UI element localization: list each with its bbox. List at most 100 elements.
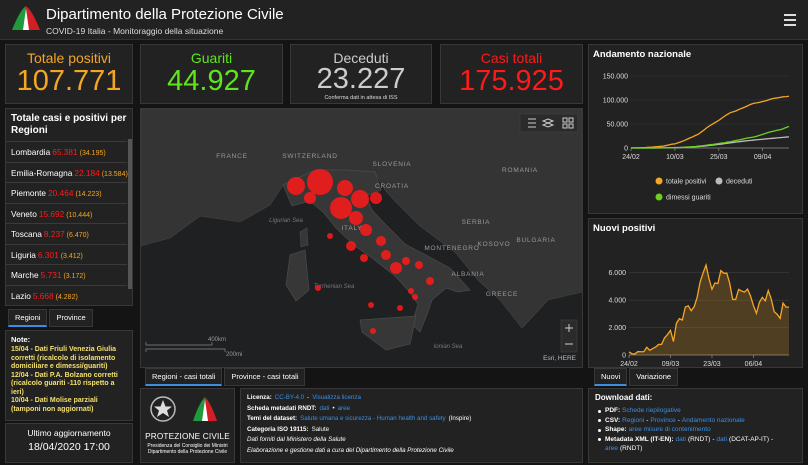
info-line: Scheda metadati RNDT: dati • aree — [241, 404, 582, 415]
info-line: Elaborazione e gestione dati a cura del … — [241, 446, 582, 457]
notes-panel: Note: 15/04 - Dati Friuli Venezia Giulia… — [5, 330, 133, 421]
text: Elaborazione e gestione dati a cura del … — [247, 446, 454, 454]
update-label: Ultimo aggiornamento — [27, 428, 111, 438]
text: PDF: — [605, 407, 621, 414]
region-row[interactable]: Liguria 6.301 (3.412) — [6, 243, 127, 265]
chart-tabs: Nuovi Variazione — [594, 368, 680, 386]
tab[interactable]: Variazione — [629, 368, 679, 386]
update-panel: Ultimo aggiornamento 18/04/2020 17:00 — [5, 423, 133, 463]
info-line: Shape: aree misure di contenimento — [589, 425, 802, 435]
logo-line: Presidenza del Consiglio dei Ministri — [147, 443, 228, 449]
kpi-guariti: Guariti 44.927 — [140, 44, 283, 104]
region-name: Lombardia — [11, 147, 51, 157]
link[interactable]: dati — [675, 435, 686, 443]
map-panel: FRANCE SWITZERLAND SLOVENIA CROATIA ROMANIA I… — [140, 108, 583, 368]
text: CSV: — [605, 416, 621, 424]
map-label: KOSOVO — [478, 241, 511, 248]
map-toolbar[interactable] — [519, 113, 579, 133]
link[interactable]: Visualizza licenza — [312, 394, 361, 401]
region-total: 20.464 — [48, 188, 74, 198]
y-tick-label: 2.000 — [608, 325, 626, 332]
map[interactable]: FRANCE SWITZERLAND SLOVENIA CROATIA ROMANIA I… — [141, 109, 582, 367]
tab[interactable]: Regioni - casi totali — [145, 368, 223, 386]
logo-emblems — [150, 396, 217, 422]
regions-list: Lombardia 65.381 (34.195) Emilia-Romagna 22.… — [6, 141, 128, 306]
x-tick-label: 09/03 — [662, 361, 680, 367]
link[interactable]: aree — [337, 404, 350, 412]
y-tick-label: 50.000 — [607, 122, 629, 129]
region-row[interactable]: Emilia-Romagna 22.184 (13.584) — [6, 161, 128, 183]
info-line: Categoria ISO 19115: Salute — [241, 425, 582, 436]
region-row[interactable]: Lazio 5.668 (4.282) — [6, 284, 127, 306]
info-line: CSV: Regioni - Province - Andamento nazionale — [589, 416, 802, 426]
x-tick-label: 10/03 — [666, 154, 684, 161]
text: (DCAT-AP-IT) — [729, 435, 769, 443]
link[interactable]: Schede riepilogative — [622, 407, 681, 414]
region-total: 6.301 — [37, 249, 59, 260]
link[interactable]: Regioni — [622, 416, 645, 424]
map-label: Tyrrhenian Sea — [314, 284, 355, 290]
region-name: Piemonte — [11, 188, 47, 198]
text: - — [771, 435, 774, 443]
note: 15/04 - Dati Friuli Venezia Giulia corre… — [11, 346, 117, 370]
menu-button[interactable] — [784, 14, 798, 26]
link[interactable]: Andamento nazionale — [681, 416, 745, 424]
region-row[interactable]: Marche 5.731 (3.172) — [6, 264, 127, 285]
scrollbar[interactable] — [128, 139, 132, 289]
map-scale: 200mi — [226, 352, 242, 358]
legend-marker — [715, 177, 723, 185]
header: Dipartimento della Protezione Civile COV… — [0, 0, 808, 40]
notes-list: 15/04 - Dati Friuli Venezia Giulia corre… — [6, 346, 132, 414]
text: Dati forniti dal Ministero della Salute — [247, 436, 346, 443]
link[interactable]: aree — [605, 445, 619, 452]
region-positive: (34.195) — [79, 150, 106, 157]
text: Shape: — [605, 426, 627, 433]
region-row[interactable]: Campania3.988(3.045) — [6, 305, 127, 306]
text: - — [712, 435, 715, 443]
info-line: Dati forniti dal Ministero della Salute — [241, 435, 582, 446]
region-positive: (14.223) — [75, 191, 102, 198]
text: Salute — [311, 425, 330, 433]
x-tick-label: 24/02 — [622, 154, 640, 161]
region-row[interactable]: Toscana 8.237 (6.470) — [6, 223, 127, 244]
y-tick-label: 150.000 — [603, 74, 628, 81]
map-label: GREECE — [486, 291, 518, 298]
tab[interactable]: Province - casi totali — [224, 368, 306, 386]
text: Scheda metadati RNDT: — [247, 404, 317, 412]
legend-marker — [655, 177, 663, 185]
kpi-label: Casi totali — [480, 50, 543, 66]
map-label: BULGARIA — [516, 237, 555, 244]
link[interactable]: dati — [716, 435, 728, 443]
download-title: Download dati: — [595, 393, 653, 402]
region-row[interactable]: Piemonte 20.464 (14.223) — [6, 182, 127, 203]
region-positive: (4.282) — [55, 293, 78, 301]
zoom-controls[interactable] — [560, 319, 578, 353]
kpi-positivi: Totale positivi 107.771 — [5, 44, 133, 104]
x-tick-label: 06/04 — [745, 361, 763, 367]
link[interactable]: Province — [650, 416, 676, 424]
region-row[interactable]: Lombardia 65.381 (34.195) — [6, 141, 127, 162]
tab[interactable]: Province — [49, 309, 93, 327]
chart: Nuovi positivi 0 2.000 4.000 6.000 24/02 09/0… — [593, 223, 790, 367]
link[interactable]: Salute umana e sicurezza - Human health … — [300, 415, 446, 422]
link[interactable]: CC-BY-4.0 — [274, 394, 305, 401]
map-label: SWITZERLAND — [282, 153, 337, 160]
region-positive: (6.470) — [66, 232, 89, 239]
tab[interactable]: Regioni — [8, 309, 48, 327]
x-tick-label: 09/04 — [754, 154, 772, 161]
tab[interactable]: Nuovi — [594, 368, 628, 386]
logo-line: Dipartimento della Protezione Civile — [147, 449, 228, 455]
region-name: Lazio — [11, 290, 31, 301]
link[interactable]: aree misure di contenimento — [628, 426, 711, 433]
header-subtitle: COVID-19 Italia - Monitoraggio della sit… — [46, 26, 224, 36]
region-total: 5.731 — [40, 270, 62, 280]
info-line: Temi del dataset: Salute umana e sicurezz… — [241, 414, 582, 425]
link[interactable]: dati — [319, 404, 330, 412]
region-row[interactable]: Veneto 15.692 (10.444) — [6, 202, 127, 224]
kpi-value: 175.925 — [459, 65, 564, 97]
region-total: 5.668 — [32, 290, 54, 301]
x-tick-label: 24/02 — [620, 361, 638, 367]
region-positive: (3.172) — [63, 273, 86, 280]
region-name: Marche — [11, 270, 39, 280]
